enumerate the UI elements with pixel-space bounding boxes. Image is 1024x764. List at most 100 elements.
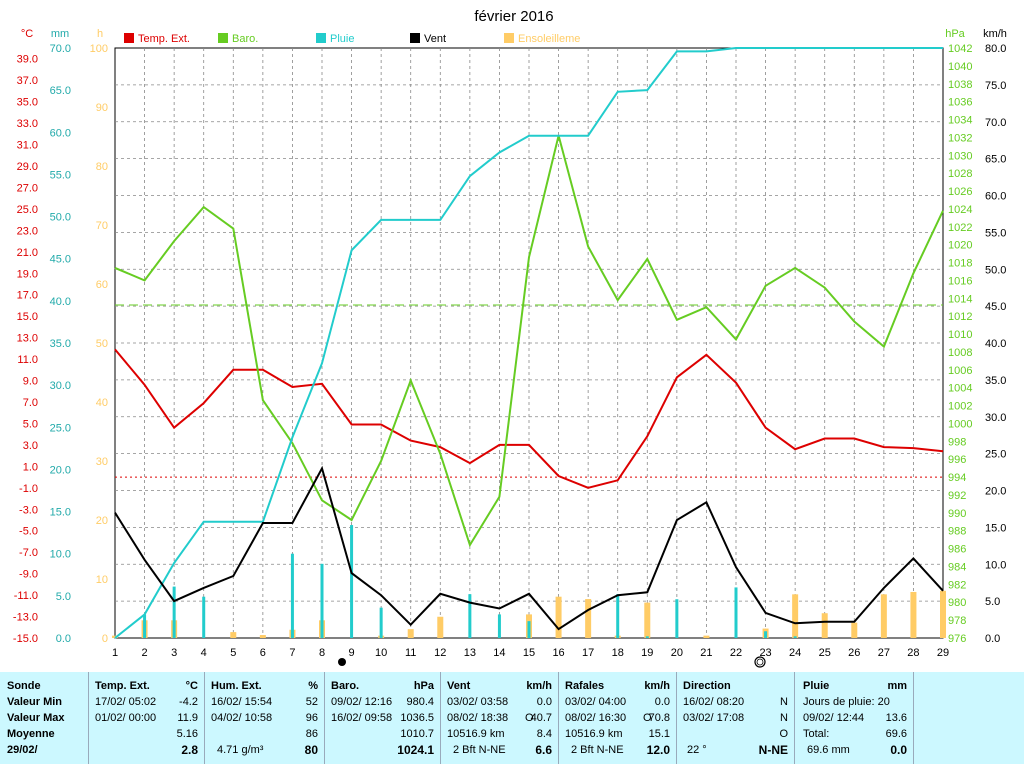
tick-label-x: 16: [552, 647, 564, 659]
tick-label-wind: 30.0: [985, 412, 1006, 424]
tick-label-sun: 0: [102, 633, 108, 645]
tick-label-rain: 50.0: [50, 212, 71, 224]
tick-label-temp: 5.0: [23, 418, 38, 430]
tick-label-baro: 1010: [948, 329, 972, 341]
hum-max-date: 04/02/ 10:58: [211, 712, 273, 724]
series-line-rain: [114, 47, 943, 639]
dir-min-date: 16/02/ 08:20: [683, 696, 745, 708]
raf-min: 0.0: [654, 696, 670, 708]
vent-unit: km/h: [526, 680, 552, 692]
bar-sunshine: [940, 590, 946, 638]
bar-sunshine: [851, 622, 858, 638]
tick-label-baro: 986: [948, 544, 966, 556]
baro-unit: hPa: [413, 680, 434, 692]
pluie-max: 13.6: [885, 712, 907, 724]
vent-bft: 2 Bft N-NE: [453, 744, 506, 756]
bars: [112, 525, 946, 638]
vent-dist: 10516.9 km: [447, 728, 505, 740]
tick-label-baro: 1004: [948, 383, 972, 395]
unit-h: h: [97, 28, 103, 40]
pluie-total-label: Total:: [803, 728, 830, 740]
tick-label-baro: 1000: [948, 418, 972, 430]
tick-label-wind: 10.0: [985, 559, 1006, 571]
tick-label-wind: 20.0: [985, 486, 1006, 498]
tick-label-baro: 988: [948, 526, 966, 538]
bar-sunshine: [792, 594, 799, 638]
tick-label-temp: -11.0: [14, 590, 38, 602]
stats-footer: Sonde Valeur Min Valeur Max Moyenne 29/0…: [0, 672, 1024, 764]
legend-label: Baro.: [232, 33, 258, 45]
series-line-wind: [114, 465, 944, 631]
tick-label-x: 20: [671, 647, 683, 659]
legend-swatch: [218, 33, 228, 43]
dir-last: N-NE: [758, 743, 788, 757]
tick-label-baro: 1020: [948, 240, 972, 252]
tick-label-wind: 70.0: [985, 117, 1006, 129]
tick-label-baro: 990: [948, 508, 966, 520]
tick-label-rain: 10.0: [50, 549, 71, 561]
tick-label-baro: 1006: [948, 365, 972, 377]
tick-label-baro: 976: [948, 633, 966, 645]
tick-label-rain: 55.0: [50, 169, 71, 181]
bar-rain: [793, 636, 797, 638]
pluie-title: Pluie: [803, 680, 830, 692]
bar-rain: [379, 607, 383, 638]
tick-label-rain: 15.0: [50, 507, 71, 519]
tick-label-baro: 1036: [948, 97, 972, 109]
hum-avg: 86: [305, 728, 318, 740]
tick-label-baro: 978: [948, 615, 966, 627]
moon-new-inner-icon: [756, 658, 764, 666]
raf-max-dir: O: [643, 712, 652, 724]
temp-max: 11.9: [177, 712, 198, 724]
tick-label-baro: 980: [948, 597, 966, 609]
unit-mm: mm: [51, 28, 69, 40]
tick-label-x: 19: [641, 647, 653, 659]
dir-avg: O: [779, 728, 788, 740]
tick-label-x: 21: [700, 647, 712, 659]
legend-swatch: [316, 33, 326, 43]
tick-label-temp: 29.0: [17, 161, 38, 173]
col-vent: Vent km/h 03/02/ 03:58 0.0 08/02/ 18:38 O 40…: [440, 672, 558, 764]
bar-sunshine: [585, 599, 592, 638]
tick-label-temp: 39.0: [17, 54, 38, 66]
tick-label-wind: 75.0: [985, 80, 1006, 92]
bar-sunshine: [407, 629, 414, 638]
tick-label-x: 5: [230, 647, 236, 659]
bar-rain: [645, 636, 649, 638]
tick-label-temp: 25.0: [17, 204, 38, 216]
bar-sunshine: [230, 632, 237, 638]
legend-swatch: [504, 33, 514, 43]
tick-label-temp: -13.0: [13, 612, 38, 624]
tick-label-x: 26: [848, 647, 860, 659]
pluie-unit: mm: [887, 680, 907, 692]
tick-label-x: 9: [349, 647, 355, 659]
col-direction: Direction 16/02/ 08:20 N 03/02/ 17:08 N O …: [676, 672, 794, 764]
raf-max-date: 08/02/ 16:30: [565, 712, 627, 724]
tick-label-x: 1: [112, 647, 118, 659]
bar-sunshine: [259, 635, 266, 638]
temp-min-date: 17/02/ 05:02: [95, 696, 157, 708]
tick-label-temp: 31.0: [17, 140, 38, 152]
label-min: Valeur Min: [7, 696, 63, 708]
series-line-temp: [114, 348, 944, 489]
vent-min-date: 03/02/ 03:58: [447, 696, 509, 708]
tick-label-x: 29: [937, 647, 949, 659]
tick-label-temp: -3.0: [19, 504, 38, 516]
raf-max: 70.8: [648, 712, 670, 724]
legend-swatch: [410, 33, 420, 43]
raf-last: 12.0: [646, 743, 670, 757]
tick-label-temp: 9.0: [23, 376, 38, 388]
tick-label-x: 11: [405, 647, 416, 659]
bar-rain: [675, 599, 679, 638]
tick-label-baro: 1008: [948, 347, 972, 359]
raf-unit: km/h: [644, 680, 670, 692]
vent-max-date: 08/02/ 18:38: [447, 712, 509, 724]
bar-rain: [616, 594, 620, 638]
tick-label-temp: 37.0: [17, 75, 38, 87]
sonde-title: Sonde: [7, 680, 41, 692]
col-temp: Temp. Ext. °C 17/02/ 05:02 -4.2 01/02/ 00:…: [88, 672, 204, 764]
col-sonde: Sonde Valeur Min Valeur Max Moyenne 29/0…: [0, 672, 88, 764]
unit-temp: °C: [21, 28, 33, 40]
vent-avg: 8.4: [536, 728, 552, 740]
tick-label-temp: 23.0: [17, 225, 38, 237]
